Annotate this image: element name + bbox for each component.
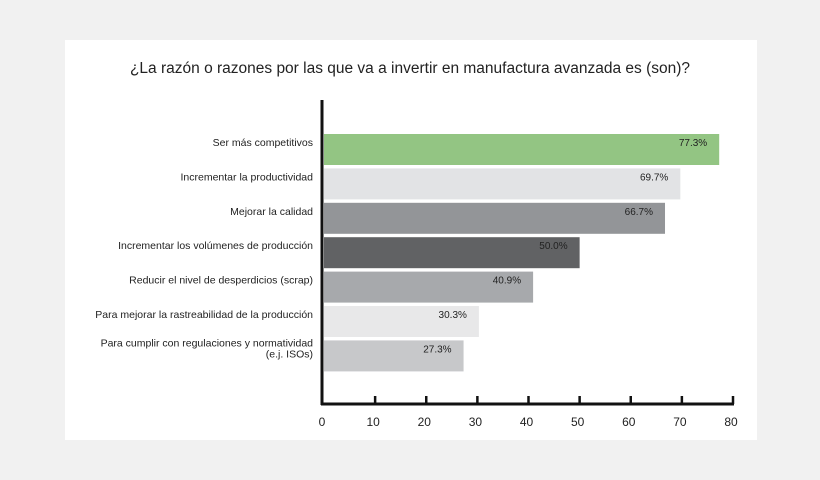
x-tick-label: 30 <box>469 415 483 429</box>
data-label: 77.3% <box>679 138 707 149</box>
bar <box>324 271 534 303</box>
category-label: Incrementar la productividad <box>181 171 314 183</box>
data-label: 30.3% <box>439 310 467 321</box>
x-tick-label: 70 <box>673 415 687 429</box>
bar <box>324 306 479 337</box>
category-label: Para cumplir con regulaciones y normativ… <box>101 337 314 360</box>
bar <box>324 202 666 234</box>
x-tick-label: 40 <box>520 415 534 429</box>
category-label: Mejorar la calidad <box>230 206 313 218</box>
category-label-line: (e.j. ISOs) <box>266 348 313 360</box>
x-tick-label: 80 <box>724 415 738 429</box>
data-label: 66.7% <box>625 207 653 218</box>
x-tick-label: 10 <box>366 415 380 429</box>
category-label: Ser más competitivos <box>213 137 313 149</box>
bar <box>324 168 681 200</box>
data-label: 40.9% <box>493 276 521 287</box>
category-label-line: Para cumplir con regulaciones y normativ… <box>101 337 314 349</box>
x-tick-label: 60 <box>622 415 636 429</box>
x-tick-label: 20 <box>418 415 432 429</box>
x-tick-label: 50 <box>571 415 585 429</box>
data-label: 69.7% <box>640 172 668 183</box>
data-label: 27.3% <box>423 344 451 355</box>
x-tick-label: 0 <box>319 415 326 429</box>
category-label: Reducir el nivel de desperdicios (scrap) <box>129 275 313 287</box>
category-label: Incrementar los volúmenes de producción <box>118 240 313 252</box>
category-label: Para mejorar la rastreabilidad de la pro… <box>95 309 313 321</box>
chart-title: ¿La razón o razones por las que va a inv… <box>129 60 691 77</box>
bar <box>324 134 720 165</box>
data-label: 50.0% <box>539 241 567 252</box>
bar <box>324 340 464 372</box>
bar <box>324 237 580 269</box>
